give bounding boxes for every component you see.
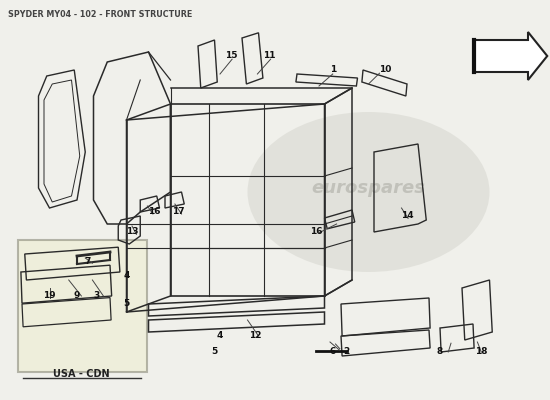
Text: 4: 4 (217, 332, 223, 340)
Text: 16: 16 (310, 228, 322, 236)
Text: 5: 5 (123, 299, 130, 308)
Text: 15: 15 (225, 52, 237, 60)
Text: 3: 3 (93, 292, 100, 300)
Text: 8: 8 (437, 348, 443, 356)
Text: 12: 12 (250, 332, 262, 340)
Text: 9: 9 (74, 292, 80, 300)
Text: 16: 16 (148, 208, 160, 216)
Text: eurospares: eurospares (311, 179, 426, 197)
Text: SPYDER MY04 - 102 - FRONT STRUCTURE: SPYDER MY04 - 102 - FRONT STRUCTURE (8, 10, 192, 19)
Text: 17: 17 (173, 208, 185, 216)
Text: 18: 18 (475, 348, 487, 356)
Text: 4: 4 (123, 272, 130, 280)
Text: 10: 10 (379, 66, 391, 74)
Text: 7: 7 (85, 258, 91, 266)
Ellipse shape (248, 112, 490, 272)
Text: 13: 13 (126, 228, 138, 236)
Text: 14: 14 (401, 212, 413, 220)
Text: 1: 1 (329, 66, 336, 74)
Polygon shape (474, 32, 547, 80)
Text: USA - CDN: USA - CDN (53, 369, 109, 379)
Text: 6: 6 (329, 348, 336, 356)
Text: 5: 5 (211, 348, 218, 356)
FancyBboxPatch shape (18, 240, 147, 372)
Text: 11: 11 (263, 52, 276, 60)
Text: 2: 2 (343, 348, 350, 356)
Text: 19: 19 (43, 292, 56, 300)
